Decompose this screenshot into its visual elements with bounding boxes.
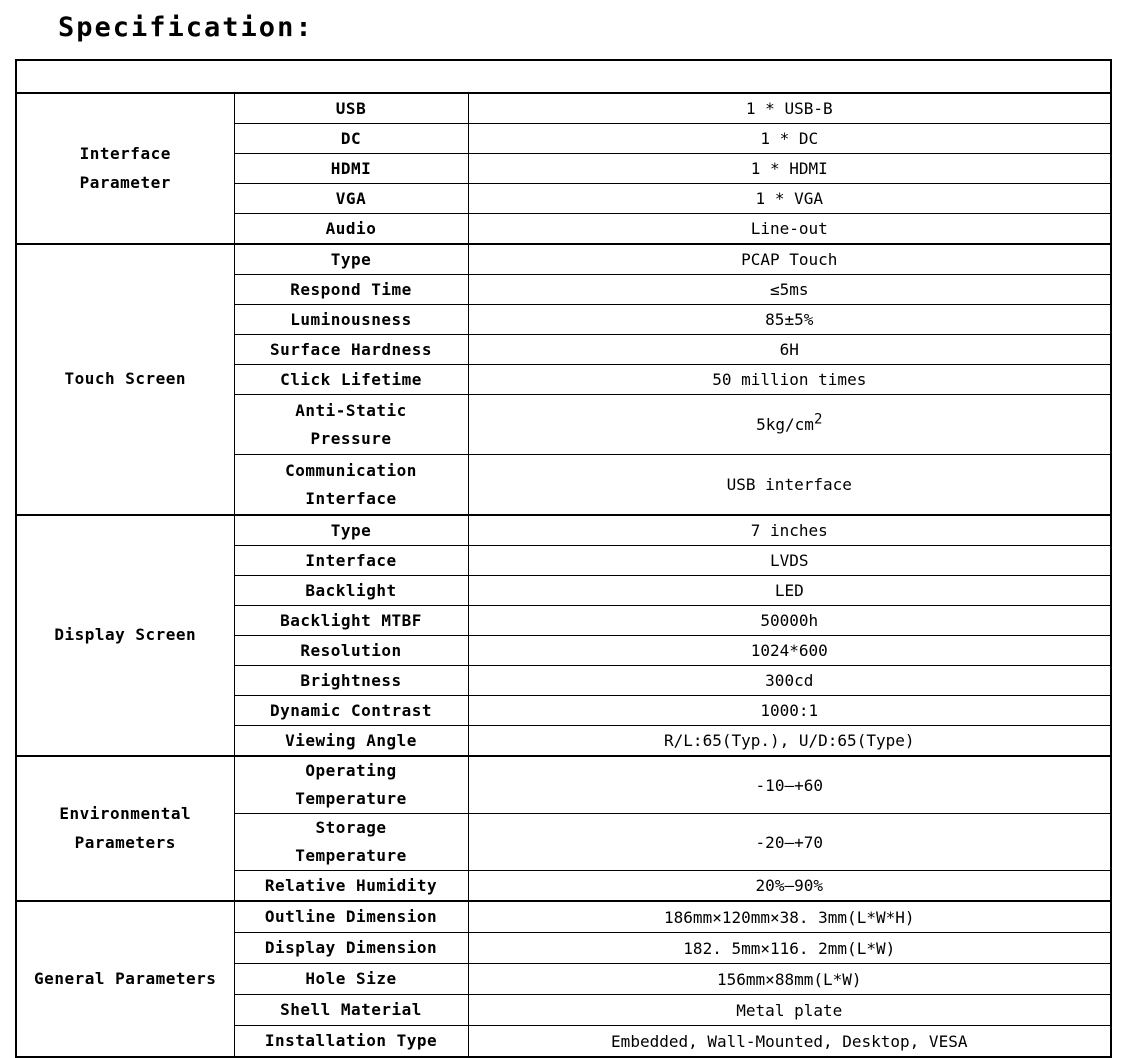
page-title: Specification:	[58, 12, 314, 43]
section-category-display-screen: Display Screen	[15, 514, 235, 757]
spec-label: Type	[233, 514, 469, 546]
table-row: Luminousness 85±5%	[16, 304, 1112, 335]
spec-value: R/L:65(Typ.), U/D:65(Type)	[467, 725, 1112, 757]
spec-label: Relative Humidity	[233, 870, 469, 902]
spec-label: Operating Temperature	[233, 755, 469, 814]
spec-label: Outline Dimension	[233, 900, 469, 933]
spec-value: PCAP Touch	[467, 243, 1112, 275]
spec-label: Storage Temperature	[233, 813, 469, 871]
spec-value: 1024*600	[467, 635, 1112, 666]
spec-value: Embedded, Wall-Mounted, Desktop, VESA	[467, 1025, 1112, 1058]
spec-label: USB	[233, 92, 469, 124]
spec-value: 1 * DC	[467, 123, 1112, 154]
spec-value: 182. 5mm×116. 2mm(L*W)	[467, 932, 1112, 964]
spec-label: DC	[233, 123, 469, 154]
table-row: Dynamic Contrast 1000:1	[16, 695, 1112, 726]
table-row: DC 1 * DC	[16, 123, 1112, 154]
spec-value: 5kg/cm2	[467, 394, 1112, 455]
specification-table: Interface Parameter USB 1 * USB-B DC 1 *…	[15, 59, 1113, 1058]
spec-label: Brightness	[233, 665, 469, 696]
spec-value: 20%—90%	[467, 870, 1112, 902]
spec-label: Backlight MTBF	[233, 605, 469, 636]
spec-value-text: 5kg/cm	[756, 415, 814, 434]
spec-label: Hole Size	[233, 963, 469, 995]
spec-value: 50000h	[467, 605, 1112, 636]
spec-value: -20—+70	[467, 813, 1112, 871]
spec-label: Respond Time	[233, 274, 469, 305]
table-row: Interface LVDS	[16, 545, 1112, 576]
spec-value: 1 * VGA	[467, 183, 1112, 214]
spec-value: 1000:1	[467, 695, 1112, 726]
spec-label: Audio	[233, 213, 469, 245]
spec-value-superscript: 2	[813, 411, 823, 428]
spec-label: Display Dimension	[233, 932, 469, 964]
spec-label: VGA	[233, 183, 469, 214]
spec-value: 85±5%	[467, 304, 1112, 335]
table-row: Resolution 1024*600	[16, 635, 1112, 666]
spec-value: LVDS	[467, 545, 1112, 576]
spec-value: 186mm×120mm×38. 3mm(L*W*H)	[467, 900, 1112, 933]
section-category-touch-screen: Touch Screen	[15, 243, 235, 516]
spec-value: 156mm×88mm(L*W)	[467, 963, 1112, 995]
spec-value: USB interface	[467, 454, 1112, 516]
table-row: HDMI 1 * HDMI	[16, 153, 1112, 184]
spec-value: 1 * USB-B	[467, 92, 1112, 124]
spec-label: Communication Interface	[233, 454, 469, 516]
spec-value: ≤5ms	[467, 274, 1112, 305]
table-row: Click Lifetime 50 million times	[16, 364, 1112, 395]
table-header-row	[15, 59, 1112, 94]
table-row: Backlight MTBF 50000h	[16, 605, 1112, 636]
empty-header-cell	[15, 59, 1112, 94]
spec-value: 50 million times	[467, 364, 1112, 395]
table-row: Anti-Static Pressure 5kg/cm2	[16, 394, 1112, 455]
table-row: Display Screen Type 7 inches	[15, 514, 1112, 757]
table-row: Backlight LED	[16, 575, 1112, 606]
table-row: Touch Screen Type PCAP Touch	[15, 243, 1112, 516]
spec-label: Anti-Static Pressure	[233, 394, 469, 455]
spec-label: Luminousness	[233, 304, 469, 335]
table-row: Relative Humidity 20%—90%	[16, 870, 1112, 902]
spec-label: Click Lifetime	[233, 364, 469, 395]
spec-label: Viewing Angle	[233, 725, 469, 757]
section-category-general-parameters: General Parameters	[15, 900, 235, 1058]
spec-label: Backlight	[233, 575, 469, 606]
spec-label: Shell Material	[233, 994, 469, 1026]
spec-label: Dynamic Contrast	[233, 695, 469, 726]
spec-value: Line-out	[467, 213, 1112, 245]
table-row: Shell Material Metal plate	[16, 994, 1112, 1026]
spec-value: -10—+60	[467, 755, 1112, 814]
spec-label: Installation Type	[233, 1025, 469, 1058]
spec-value: Metal plate	[467, 994, 1112, 1026]
table-row: Respond Time ≤5ms	[16, 274, 1112, 305]
spec-value: 6H	[467, 334, 1112, 365]
spec-label: Surface Hardness	[233, 334, 469, 365]
table-row: General Parameters Outline Dimension 186…	[15, 900, 1112, 1058]
table-row: Interface Parameter USB 1 * USB-B	[15, 92, 1112, 245]
spec-value: 300cd	[467, 665, 1112, 696]
spec-value: 7 inches	[467, 514, 1112, 546]
spec-label: HDMI	[233, 153, 469, 184]
table-row: VGA 1 * VGA	[16, 183, 1112, 214]
table-row: Brightness 300cd	[16, 665, 1112, 696]
spec-value: LED	[467, 575, 1112, 606]
spec-label: Interface	[233, 545, 469, 576]
spec-label: Resolution	[233, 635, 469, 666]
table-row: Audio Line-out	[16, 213, 1112, 245]
spec-label: Type	[233, 243, 469, 275]
section-category-interface-parameter: Interface Parameter	[15, 92, 235, 245]
spec-value: 1 * HDMI	[467, 153, 1112, 184]
section-category-environmental-parameters: Environmental Parameters	[15, 755, 235, 902]
table-row: Environmental Parameters Operating Tempe…	[15, 755, 1112, 902]
table-row: Storage Temperature -20—+70	[16, 813, 1112, 871]
